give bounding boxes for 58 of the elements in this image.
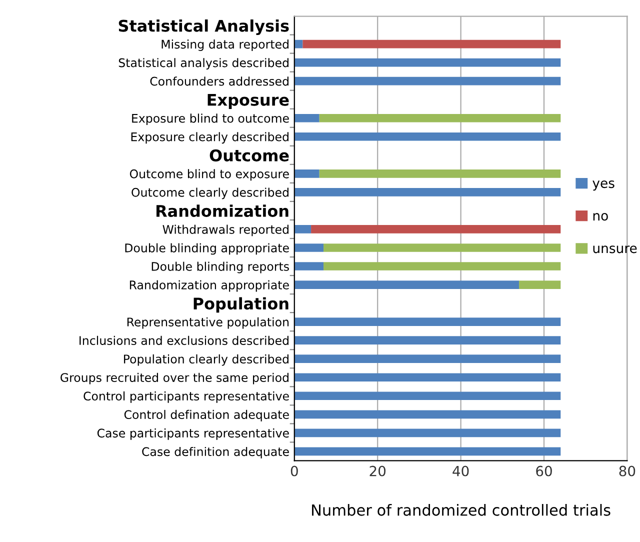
bar [319, 170, 561, 178]
bar [294, 336, 561, 344]
legend-label: yes [592, 180, 614, 191]
bar [324, 262, 561, 270]
bar [294, 225, 312, 234]
y-tick-label: Exposure blind to outcome [132, 114, 289, 126]
x-tick-label: 20 [370, 466, 386, 476]
y-tick-label: Inclusions and exclusions described [80, 336, 288, 345]
y-tick-label: Randomization [156, 204, 288, 217]
y-tick-label: Randomization appropriate [130, 280, 289, 292]
bar [294, 410, 561, 419]
y-tick-label: Double blinding appropriate [125, 243, 289, 255]
x-tick-label: 60 [536, 466, 552, 476]
y-tick-label: Population clearly described [124, 354, 288, 366]
bar [294, 132, 561, 141]
bar [519, 280, 561, 289]
y-tick-label: Population [194, 297, 288, 313]
legend-label: no [593, 213, 608, 221]
bar [294, 318, 561, 326]
bar [294, 58, 561, 67]
y-tick-label: Outcome blind to exposure [130, 169, 289, 181]
y-tick-label: Case participants representative [97, 428, 289, 440]
y-tick-label: Exposure clearly described [131, 132, 288, 144]
y-tick-label: Statistical analysis described [118, 58, 288, 70]
y-tick-label: Double blinding reports [152, 262, 289, 274]
bar [294, 170, 320, 178]
y-tick-label: Case definition adequate [142, 446, 289, 458]
bar [294, 428, 561, 438]
bar [294, 76, 561, 86]
bar [294, 392, 561, 400]
bar [294, 373, 561, 382]
bar [294, 262, 324, 270]
bar [319, 114, 561, 122]
x-tick-label: 80 [619, 466, 636, 476]
y-tick-label: Reprensentative population [127, 317, 289, 329]
bar [294, 188, 561, 196]
bar [294, 447, 561, 456]
x-axis-title: Number of randomized controlled trials [312, 504, 610, 516]
y-tick-label: Statistical Analysis [118, 19, 289, 36]
bar [311, 225, 561, 234]
y-tick-label: Missing data reported [162, 40, 288, 51]
y-tick-label: Control participants representative [84, 391, 289, 403]
y-tick-label: Withdrawals reported [162, 224, 288, 236]
legend-label: unsure [593, 246, 637, 254]
y-tick-label: Outcome [210, 149, 289, 162]
y-tick-label: Control defination adequate [124, 410, 289, 422]
bar [294, 354, 561, 364]
y-tick-label: Outcome clearly described [132, 188, 288, 200]
y-tick-label: Exposure [208, 94, 289, 109]
x-tick-label: 40 [452, 466, 469, 476]
bar [294, 244, 324, 252]
bar [294, 114, 320, 122]
bar [324, 244, 561, 252]
y-tick-label: Groups recruited over the same period [60, 372, 288, 384]
bar [294, 280, 520, 289]
bar [302, 40, 561, 48]
x-tick-label: 0 [290, 466, 298, 476]
y-tick-label: Confounders addressed [150, 76, 288, 86]
